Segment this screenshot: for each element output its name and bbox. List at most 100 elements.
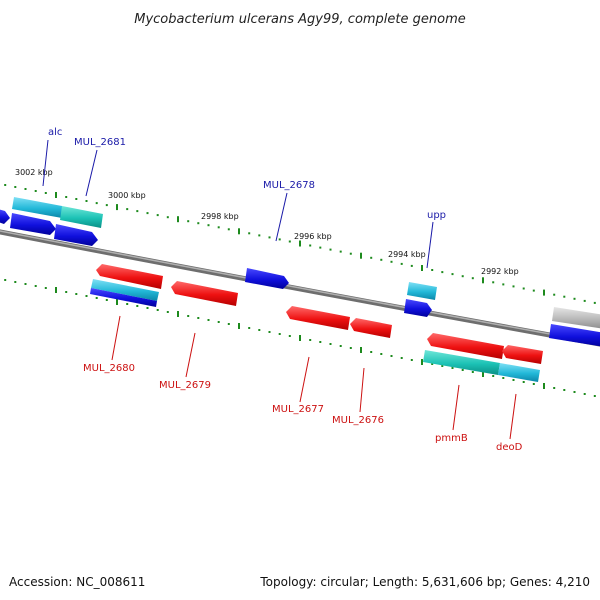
outer-minor-tick	[532, 289, 535, 292]
outer-minor-tick	[441, 271, 444, 274]
inner-major-tick	[360, 347, 362, 353]
outer-minor-tick	[166, 216, 169, 219]
inner-minor-tick	[217, 321, 220, 323]
gene-MUL_2677[interactable]	[286, 306, 350, 330]
inner-minor-tick	[146, 307, 149, 309]
inner-minor-tick	[197, 317, 200, 319]
outer-minor-tick	[126, 208, 129, 211]
inner-minor-tick	[319, 341, 322, 343]
accession-text: Accession: NC_008611	[9, 575, 145, 589]
inner-minor-tick	[339, 345, 342, 347]
outer-major-tick	[238, 228, 240, 235]
inner-minor-tick	[329, 343, 332, 345]
inner-minor-tick	[187, 315, 190, 317]
outer-minor-tick	[380, 258, 383, 261]
outer-minor-tick	[522, 287, 525, 290]
gene-forward-b[interactable]	[54, 224, 98, 246]
gene-label-MUL_2676: MUL_2676	[332, 415, 384, 426]
kbp-label-2992: 2992 kbp	[481, 267, 519, 276]
outer-minor-tick	[197, 222, 200, 225]
inner-minor-tick	[288, 335, 291, 337]
genome-backbone	[0, 229, 600, 347]
outer-minor-tick	[156, 214, 159, 217]
gene-forward-a[interactable]	[10, 213, 56, 235]
outer-minor-tick	[502, 283, 505, 286]
gene-forward-c[interactable]	[404, 299, 432, 317]
inner-minor-tick	[471, 371, 474, 373]
outer-minor-tick	[187, 220, 190, 223]
outer-major-tick	[421, 265, 423, 271]
outer-minor-tick	[105, 204, 108, 207]
inner-major-tick	[482, 371, 484, 377]
inner-major-tick	[55, 287, 57, 293]
gene-MUL_2678-block[interactable]	[245, 268, 289, 289]
outer-major-tick	[55, 192, 57, 198]
outer-major-tick	[177, 216, 179, 223]
inner-minor-tick	[380, 353, 383, 355]
inner-minor-tick	[44, 287, 47, 289]
outer-minor-tick	[75, 198, 78, 200]
outer-minor-tick	[85, 200, 88, 202]
inner-minor-tick	[400, 357, 403, 359]
inner-minor-tick	[512, 379, 515, 381]
inner-minor-tick	[563, 389, 566, 391]
gene-deoD[interactable]	[498, 345, 543, 382]
outer-minor-tick	[431, 269, 434, 271]
inner-minor-tick	[227, 323, 230, 325]
gene-MUL_2681[interactable]	[60, 206, 103, 228]
inner-minor-tick	[258, 329, 261, 331]
gene-upstream-partial[interactable]	[0, 209, 10, 224]
map-title: Mycobacterium ulcerans Agy99, complete g…	[134, 12, 466, 27]
outer-minor-tick	[319, 246, 322, 249]
gene-MUL_2679[interactable]	[171, 281, 238, 306]
outer-minor-tick	[14, 186, 17, 188]
inner-minor-tick	[309, 339, 312, 341]
gene-MUL_2676[interactable]	[350, 318, 392, 338]
gene-MUL_2680[interactable]	[90, 264, 163, 307]
outer-minor-tick	[268, 236, 271, 239]
kbp-label-3000: 3000 kbp	[108, 191, 146, 200]
inner-minor-tick	[553, 387, 556, 389]
kbp-label-3002: 3002 kbp	[15, 168, 53, 177]
gene-forward-right[interactable]	[549, 324, 600, 347]
outer-minor-tick	[44, 192, 47, 194]
inner-tick-row	[4, 279, 596, 397]
inner-minor-tick	[105, 299, 108, 301]
gene-label-MUL_2677: MUL_2677	[272, 404, 324, 415]
outer-major-tick	[360, 252, 362, 259]
gene-upp[interactable]	[407, 282, 437, 300]
outer-tick-row	[4, 184, 596, 304]
inner-minor-tick	[248, 327, 251, 329]
outer-minor-tick	[227, 228, 230, 231]
inner-minor-tick	[156, 309, 159, 311]
inner-minor-tick	[65, 291, 68, 293]
gene-label-MUL_2679: MUL_2679	[159, 380, 211, 391]
outer-minor-tick	[451, 273, 454, 276]
gene-pmmB[interactable]	[423, 333, 504, 375]
inner-minor-tick	[461, 369, 464, 371]
inner-minor-tick	[492, 375, 495, 377]
outer-minor-tick	[410, 264, 413, 267]
inner-minor-tick	[75, 293, 78, 295]
gene-label-deoD: deoD	[496, 442, 523, 453]
inner-major-tick	[543, 383, 545, 389]
inner-minor-tick	[126, 303, 129, 305]
inner-minor-tick	[85, 295, 88, 297]
genome-summary-text: Topology: circular; Length: 5,631,606 bp…	[259, 575, 590, 589]
outer-minor-tick	[248, 232, 251, 235]
outer-minor-tick	[573, 297, 576, 300]
outer-major-tick	[299, 240, 301, 247]
outer-minor-tick	[512, 285, 515, 288]
gene-alc[interactable]	[12, 197, 62, 218]
inner-minor-tick	[451, 367, 454, 369]
inner-minor-tick	[34, 285, 37, 287]
outer-minor-tick	[390, 260, 393, 263]
gene-label-pmmB: pmmB	[435, 433, 468, 444]
gene-partial-right[interactable]	[552, 307, 600, 329]
inner-minor-tick	[390, 355, 393, 357]
gene-label-alc: alc	[48, 127, 62, 138]
inner-minor-tick	[14, 281, 17, 283]
inner-minor-tick	[95, 297, 98, 299]
outer-minor-tick	[471, 277, 474, 280]
